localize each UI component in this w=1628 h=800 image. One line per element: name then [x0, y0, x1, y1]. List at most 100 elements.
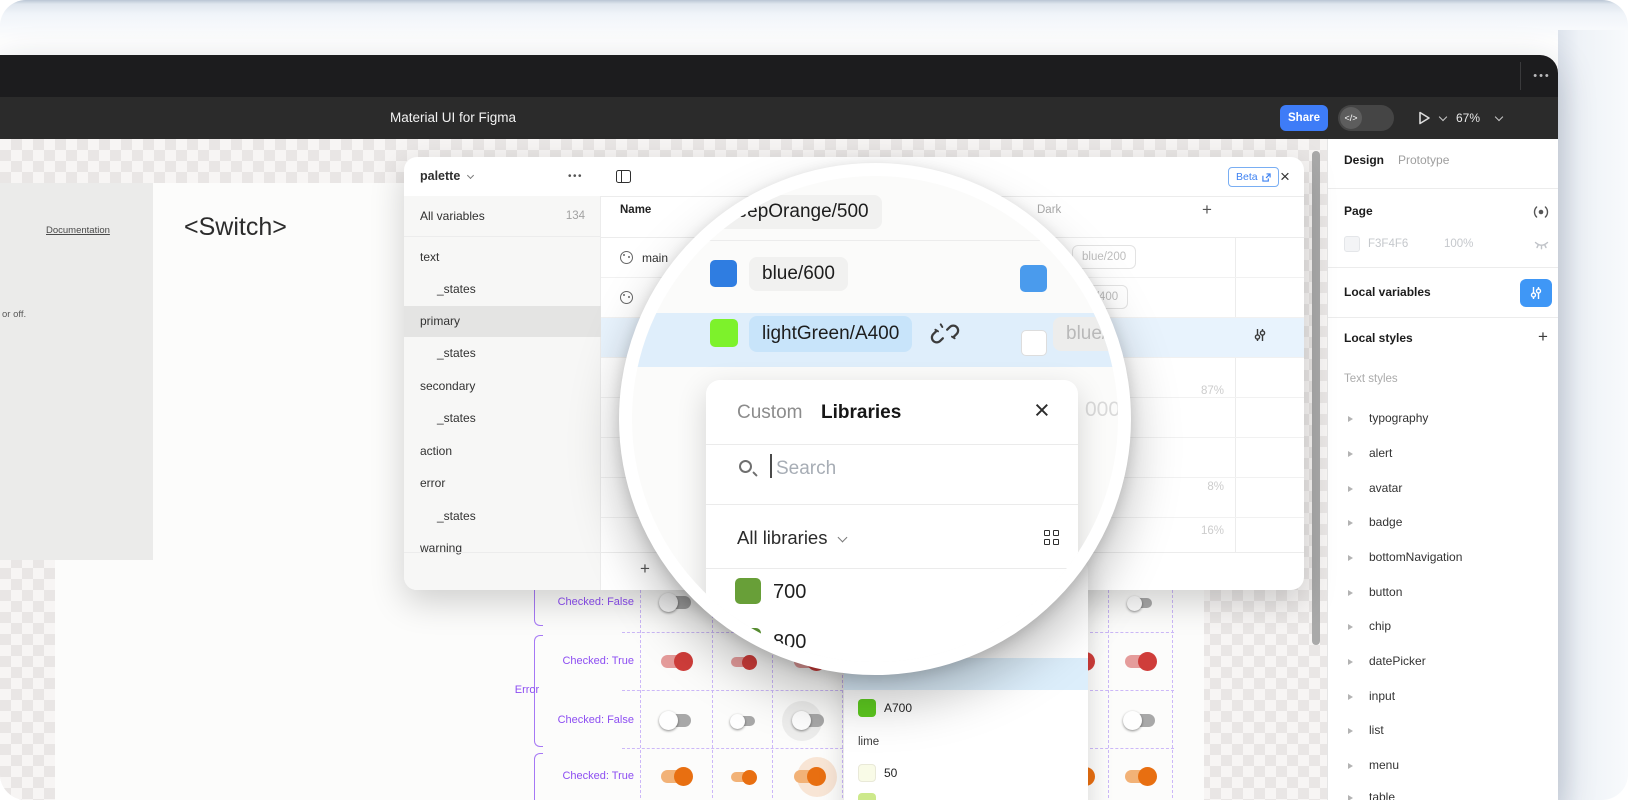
variable-chip-selected[interactable]: lightGreen/A400	[749, 316, 913, 352]
page-fill-opacity[interactable]: 100%	[1444, 238, 1474, 250]
all-variables-item[interactable]: All variables	[420, 209, 485, 223]
text-styles-label: Text styles	[1344, 373, 1398, 385]
expand-icon[interactable]	[1348, 795, 1353, 800]
group-text[interactable]: text	[420, 250, 440, 264]
expand-icon[interactable]	[1348, 659, 1353, 665]
panel-close-icon[interactable]: ×	[1280, 167, 1290, 186]
expand-icon[interactable]	[1348, 416, 1353, 422]
canvas-scrollbar[interactable]	[1312, 151, 1320, 645]
grid-view-icon[interactable]	[1044, 530, 1059, 545]
library-item-700[interactable]: 700	[773, 581, 807, 603]
page-fill-swatch[interactable]	[1344, 236, 1360, 252]
window-menu-icon[interactable]: •••	[1533, 70, 1551, 82]
collection-selector[interactable]: palette	[420, 157, 474, 196]
tab-prototype[interactable]: Prototype	[1398, 153, 1450, 167]
annotation-checked-false: Checked: False	[557, 596, 634, 608]
local-styles-label: Local styles	[1344, 331, 1413, 345]
zoom-level[interactable]: 67%	[1456, 111, 1481, 125]
tab-libraries[interactable]: Libraries	[821, 402, 902, 423]
group-states[interactable]: _states	[437, 346, 476, 360]
color-swatch-blue	[1020, 265, 1047, 292]
style-item-datepicker[interactable]: datePicker	[1369, 654, 1426, 668]
column-header-name: Name	[620, 204, 652, 216]
share-button[interactable]: Share	[1280, 105, 1328, 131]
annotation-checked-false: Checked: False	[557, 714, 634, 726]
variable-chip-muted[interactable]: blue/50	[1053, 317, 1118, 351]
palette-icon	[620, 291, 633, 304]
expand-icon[interactable]	[1348, 694, 1353, 700]
group-states[interactable]: _states	[437, 282, 476, 296]
beta-badge[interactable]: Beta	[1228, 167, 1279, 187]
dropdown-item[interactable]: A700	[884, 701, 913, 715]
style-item-table[interactable]: table	[1369, 790, 1396, 800]
add-variable-button[interactable]: +	[640, 559, 650, 578]
page-preview-icon[interactable]	[1532, 203, 1550, 221]
zoom-chevron-icon[interactable]	[1494, 112, 1504, 122]
group-warning[interactable]: warning	[420, 541, 463, 555]
apply-variable-icon[interactable]	[1252, 327, 1268, 343]
variable-name[interactable]: main	[642, 251, 669, 265]
variable-chip[interactable]: blue/200	[1072, 245, 1137, 269]
column-header-dark: Dark	[1037, 204, 1062, 216]
group-action[interactable]: action	[420, 444, 453, 458]
variable-chip-magnified[interactable]: deepOrange/500	[713, 195, 882, 229]
expand-icon[interactable]	[1348, 451, 1353, 457]
dialog-close-icon[interactable]: ×	[1034, 395, 1050, 425]
style-item-chip[interactable]: chip	[1369, 619, 1392, 633]
style-item-button[interactable]: button	[1369, 585, 1403, 599]
expand-icon[interactable]	[1348, 555, 1353, 561]
style-item-input[interactable]: input	[1369, 689, 1396, 703]
variable-chip-magnified[interactable]: blue/600	[749, 257, 848, 291]
present-button[interactable]	[1416, 110, 1432, 126]
add-mode-button[interactable]: +	[1202, 200, 1212, 219]
style-item-list[interactable]: list	[1369, 723, 1384, 737]
page-fill-hex[interactable]: F3F4F6	[1368, 238, 1409, 250]
selection-guide	[640, 590, 641, 800]
beta-label: Beta	[1236, 171, 1258, 183]
style-item-avatar[interactable]: avatar	[1369, 481, 1403, 495]
tab-custom[interactable]: Custom	[737, 402, 803, 423]
selection-guide	[1090, 748, 1174, 749]
expand-icon[interactable]	[1348, 763, 1353, 769]
detach-variable-icon[interactable]	[930, 319, 960, 349]
page-section-label: Page	[1344, 204, 1373, 218]
annotation-bracket	[534, 635, 543, 747]
expand-icon[interactable]	[1348, 728, 1353, 734]
present-chevron-icon[interactable]	[1438, 112, 1448, 122]
search-input[interactable]: Search	[776, 458, 837, 479]
style-item-badge[interactable]: badge	[1369, 515, 1403, 529]
group-error[interactable]: error	[420, 476, 446, 490]
local-variables-button[interactable]	[1520, 279, 1552, 307]
documentation-link[interactable]: Documentation	[46, 225, 110, 236]
style-item-typography[interactable]: typography	[1369, 411, 1429, 425]
dev-mode-toggle[interactable]: </>	[1338, 105, 1394, 131]
tab-design[interactable]: Design	[1344, 153, 1385, 167]
group-states[interactable]: _states	[437, 509, 476, 523]
group-states[interactable]: _states	[437, 411, 476, 425]
documentation-card	[0, 183, 153, 560]
style-item-bottomnavigation[interactable]: bottomNavigation	[1369, 550, 1463, 564]
divider	[1328, 188, 1558, 189]
color-swatch-blue600	[710, 260, 737, 287]
style-item-menu[interactable]: menu	[1369, 758, 1400, 772]
expand-icon[interactable]	[1348, 590, 1353, 596]
divider	[632, 240, 1118, 241]
eye-closed-icon[interactable]	[1534, 239, 1549, 251]
group-secondary[interactable]: secondary	[420, 379, 476, 393]
group-primary[interactable]: primary	[404, 306, 601, 337]
add-style-button[interactable]: +	[1538, 327, 1548, 346]
expand-icon[interactable]	[1348, 520, 1353, 526]
expand-icon[interactable]	[1348, 624, 1353, 630]
divider	[1328, 317, 1558, 318]
style-item-alert[interactable]: alert	[1369, 446, 1393, 460]
expand-icon[interactable]	[1348, 486, 1353, 492]
figma-window: ••• Material UI for Figma Share </> 67%	[0, 55, 1558, 800]
library-filter-select[interactable]: All libraries	[737, 527, 848, 549]
column-divider	[1235, 237, 1236, 552]
toggle-sidebar-icon[interactable]	[616, 170, 631, 183]
panel-menu-icon[interactable]: •••	[568, 171, 584, 182]
color-swatch-partial	[858, 793, 876, 800]
library-item-800[interactable]: 800	[773, 631, 807, 653]
dropdown-item[interactable]: 50	[884, 766, 898, 780]
